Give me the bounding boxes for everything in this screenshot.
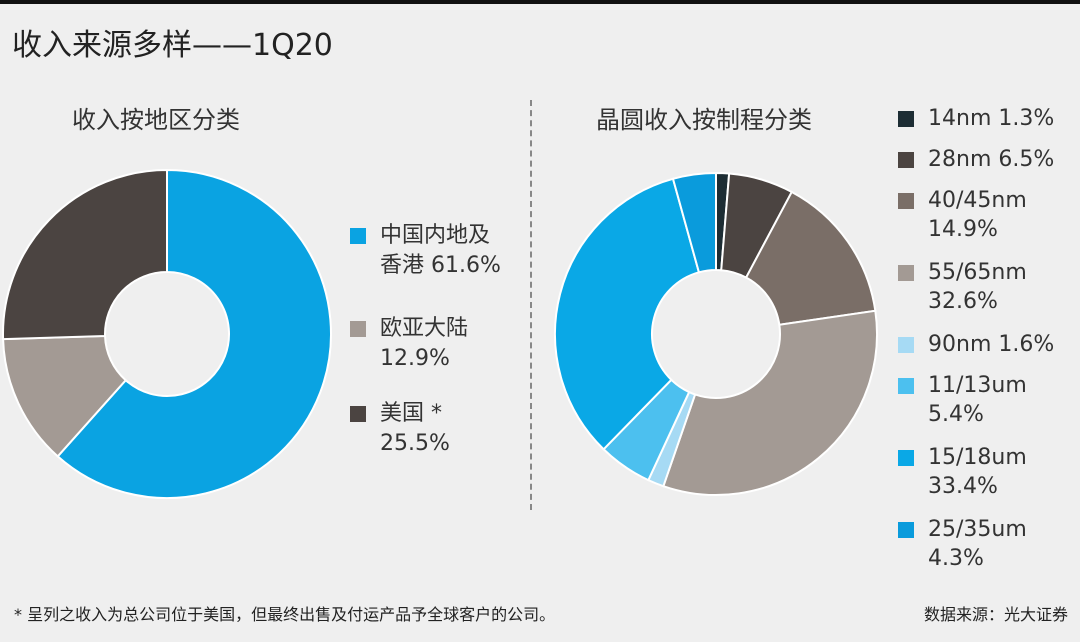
region-donut — [2, 168, 332, 499]
region-legend-label-1: 欧亚大陆 12.9% — [380, 316, 469, 371]
region-legend-label-2: 美国 * 25.5% — [380, 401, 450, 456]
process-legend-label-1: 28nm 6.5% — [928, 147, 1055, 172]
process-legend-swatch-4 — [898, 337, 914, 353]
process-legend-label-2: 40/45nm 14.9% — [928, 188, 1027, 242]
region-legend-swatch-0 — [350, 228, 366, 244]
region-legend-swatch-2 — [350, 406, 366, 422]
process-legend-swatch-3 — [898, 265, 914, 281]
chart-divider — [530, 100, 532, 510]
process-donut — [554, 171, 878, 496]
process-legend-swatch-6 — [898, 450, 914, 466]
process-slice-7 — [671, 171, 717, 274]
region-slice-1 — [2, 334, 128, 458]
region-legend-label-0: 中国内地及 香港 61.6% — [380, 223, 501, 278]
region-slice-0 — [56, 168, 332, 499]
process-slice-6 — [554, 177, 701, 451]
process-legend-swatch-2 — [898, 193, 914, 209]
process-legend-label-7: 25/35um 4.3% — [928, 517, 1027, 571]
source-note: 数据来源：光大证券 — [923, 605, 1068, 624]
region-slice-2 — [2, 168, 168, 341]
process-legend-swatch-0 — [898, 111, 914, 127]
process-legend-label-3: 55/65nm 32.6% — [928, 260, 1027, 314]
process-legend-label-0: 14nm 1.3% — [928, 106, 1055, 131]
process-slice-2 — [744, 190, 877, 326]
process-legend-swatch-7 — [898, 522, 914, 538]
process-legend-label-4: 90nm 1.6% — [928, 332, 1055, 357]
process-legend-swatch-1 — [898, 152, 914, 168]
top-rule — [0, 0, 1080, 4]
process-legend-swatch-5 — [898, 378, 914, 394]
process-slice-3 — [662, 309, 878, 496]
left-chart-title: 收入按地区分类 — [72, 106, 240, 134]
region-legend-swatch-1 — [350, 321, 366, 337]
right-chart-title: 晶圆收入按制程分类 — [596, 106, 812, 134]
process-legend-label-5: 11/13um 5.4% — [928, 373, 1027, 427]
footnote: * 呈列之收入为总公司位于美国，但最终出售及付运产品予全球客户的公司。 — [14, 605, 556, 624]
process-legend-label-6: 15/18um 33.4% — [928, 445, 1027, 499]
page-title: 收入来源多样——1Q20 — [12, 28, 333, 63]
